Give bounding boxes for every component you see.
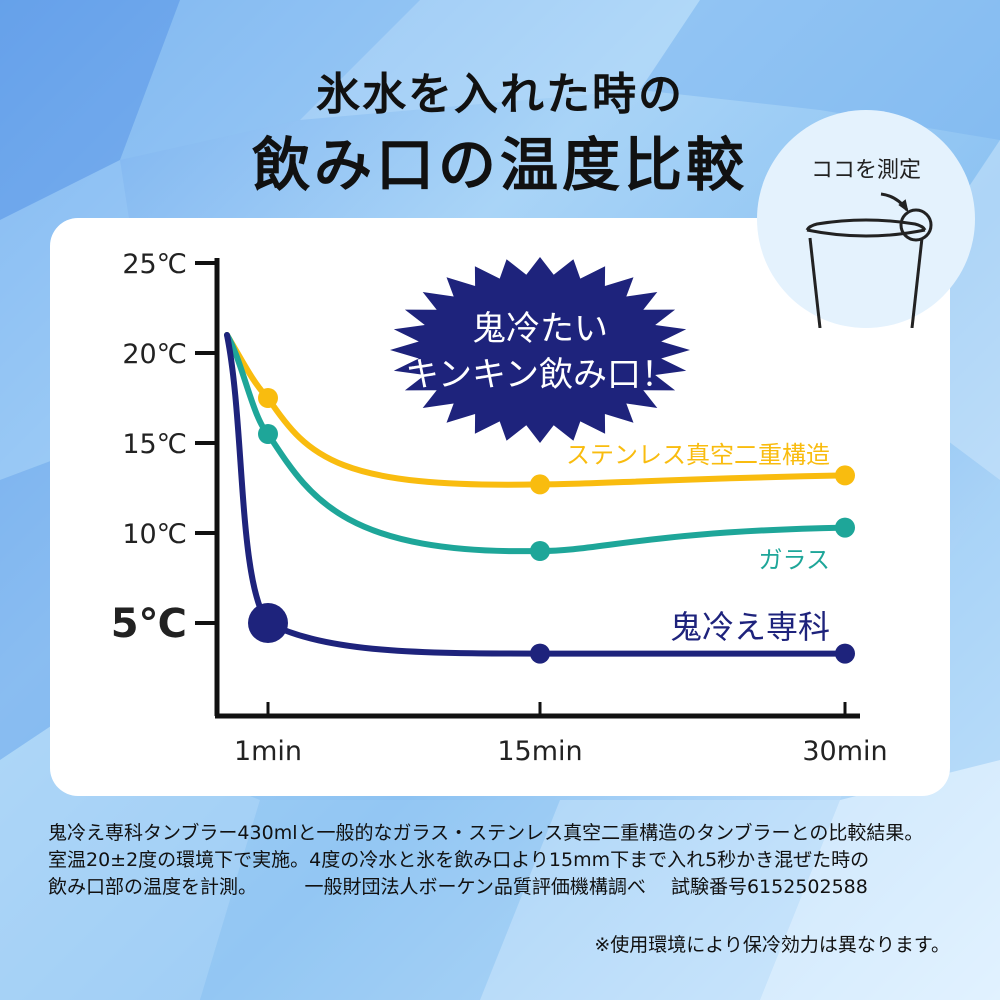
y-tick-label: 20℃	[122, 339, 187, 370]
footnote: ※使用環境により保冷効力は異なります。	[594, 934, 950, 956]
series-label: ステンレス真空二重構造	[566, 441, 830, 469]
x-tick-label: 1min	[234, 736, 302, 767]
measurement-inset: ココを測定	[757, 110, 975, 328]
measure-point-icon	[899, 208, 933, 242]
series-line	[224, 332, 848, 488]
data-point	[835, 517, 855, 538]
callout-text: キンキン飲み口！	[405, 355, 675, 395]
glass-icon	[805, 192, 933, 328]
note-line-2: 室温20±2度の環境下で実施。4度の冷水と氷を飲み口より15mm下まで入れ5秒か…	[48, 849, 870, 871]
y-tick-label: 5℃	[111, 601, 187, 647]
data-point	[258, 424, 278, 444]
x-tick-label: 30min	[802, 736, 887, 767]
data-point	[835, 643, 855, 664]
note-line-1: 鬼冷え専科タンブラー430mlと一般的なガラス・ステンレス真空二重構造のタンブラ…	[48, 822, 924, 844]
series-line	[224, 332, 848, 555]
x-tick-label: 15min	[497, 736, 582, 767]
callout-text: 鬼冷たい	[472, 309, 608, 349]
temperature-chart: 25℃ 20℃ 15℃ 10℃ 5℃ 1min 15min 30min 鬼冷たいキンキン飲み口！…	[111, 249, 888, 767]
y-tick-label: 15℃	[122, 429, 187, 460]
data-point	[835, 465, 855, 486]
note-line-3: 飲み口部の温度を計測。 一般財団法人ボーケン品質評価機構調べ 試験番号61525…	[48, 876, 868, 898]
test-notes: 鬼冷え専科タンブラー430mlと一般的なガラス・ステンレス真空二重構造のタンブラ…	[48, 820, 968, 901]
data-point	[530, 474, 550, 495]
data-point	[530, 541, 550, 561]
y-tick-label: 10℃	[122, 519, 187, 550]
data-point	[248, 603, 288, 643]
data-point	[258, 388, 278, 408]
title-line-2: 飲み口の温度比較	[251, 131, 748, 199]
data-point	[530, 643, 550, 664]
callout-burst	[390, 257, 690, 443]
title-line-1: 氷水を入れた時の	[316, 69, 684, 120]
y-tick-label: 25℃	[122, 249, 187, 280]
chart-card: 25℃ 20℃ 15℃ 10℃ 5℃ 1min 15min 30min 鬼冷たいキンキン飲み口！…	[50, 218, 950, 796]
series-label: ガラス	[758, 546, 830, 574]
series-label: 鬼冷え専科	[670, 608, 830, 646]
measurement-label: ココを測定	[810, 158, 921, 183]
